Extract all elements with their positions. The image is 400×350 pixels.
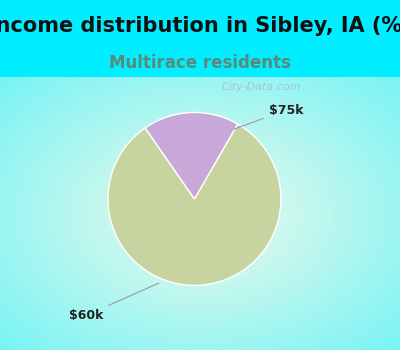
Text: Income distribution in Sibley, IA (%): Income distribution in Sibley, IA (%) (0, 16, 400, 36)
Text: $75k: $75k (234, 104, 303, 129)
Wedge shape (145, 112, 238, 199)
Text: $60k: $60k (69, 283, 159, 322)
Text: City-Data.com: City-Data.com (221, 82, 301, 92)
Text: Multirace residents: Multirace residents (109, 54, 291, 72)
Wedge shape (108, 124, 281, 285)
